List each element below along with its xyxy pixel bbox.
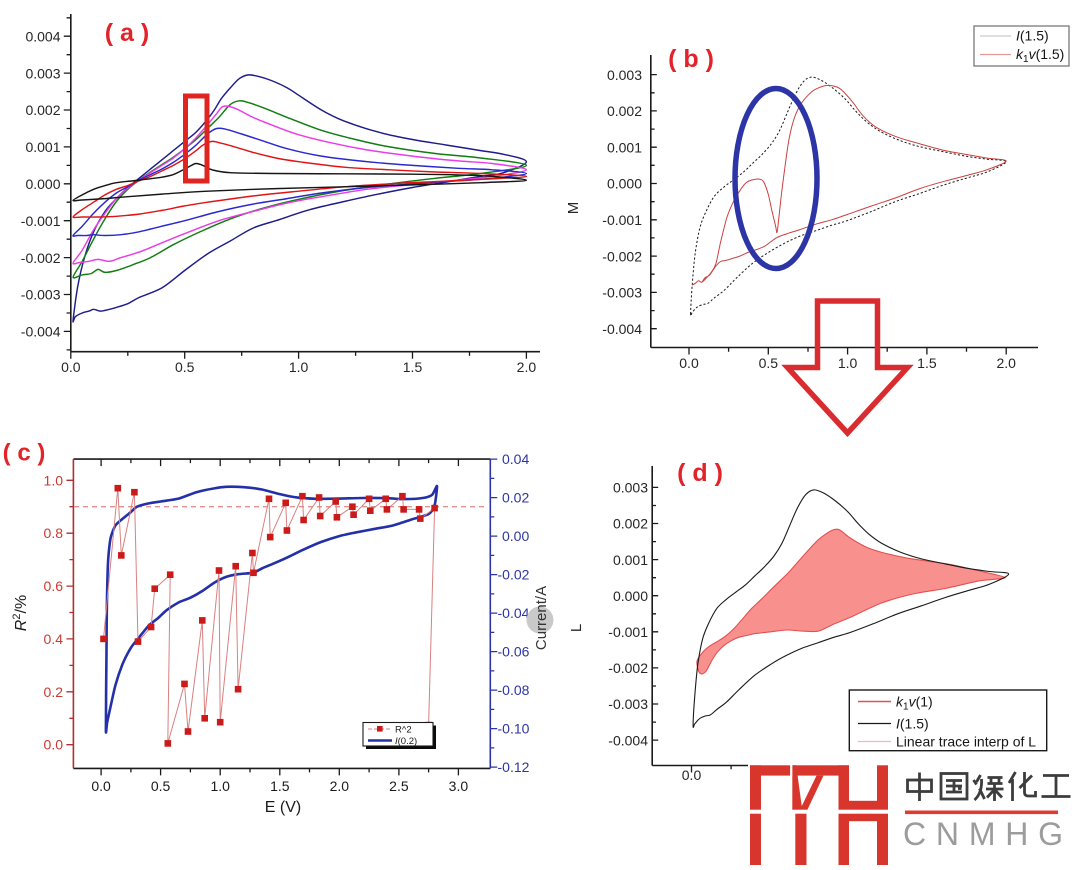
- svg-text:0.003: 0.003: [613, 480, 648, 496]
- svg-text:0.002: 0.002: [613, 516, 648, 532]
- svg-text:-0.003: -0.003: [21, 287, 61, 303]
- svg-text:0.00: 0.00: [502, 528, 529, 544]
- svg-text:( d ): ( d ): [677, 459, 723, 487]
- svg-text:0.001: 0.001: [607, 139, 642, 155]
- svg-text:I(1.5): I(1.5): [1016, 28, 1049, 44]
- svg-text:-0.001: -0.001: [602, 212, 642, 228]
- svg-text:0.5: 0.5: [151, 778, 171, 794]
- svg-text:2.0: 2.0: [996, 355, 1016, 371]
- svg-text:-0.004: -0.004: [602, 321, 642, 337]
- svg-text:2.0: 2.0: [330, 778, 350, 794]
- svg-text:-0.10: -0.10: [498, 721, 530, 737]
- svg-text:0.6: 0.6: [44, 578, 64, 594]
- svg-text:0.0: 0.0: [61, 359, 81, 375]
- svg-text:R2/%: R2/%: [11, 595, 30, 631]
- svg-text:CNMHG: CNMHG: [903, 816, 1073, 852]
- svg-text:-0.06: -0.06: [498, 644, 530, 660]
- svg-text:0.02: 0.02: [502, 490, 529, 506]
- svg-text:-0.003: -0.003: [608, 696, 648, 712]
- svg-text:-0.04: -0.04: [498, 605, 530, 621]
- svg-text:-0.001: -0.001: [21, 213, 61, 229]
- svg-text:1.5: 1.5: [917, 355, 937, 371]
- svg-text:-0.12: -0.12: [498, 759, 530, 775]
- svg-text:0.2: 0.2: [44, 684, 64, 700]
- svg-text:-0.002: -0.002: [608, 660, 648, 676]
- svg-text:1.5: 1.5: [403, 359, 423, 375]
- svg-text:k1v(1.5): k1v(1.5): [1016, 46, 1064, 65]
- svg-text:0.4: 0.4: [44, 631, 64, 647]
- svg-text:0.0: 0.0: [91, 778, 111, 794]
- svg-text:0.0: 0.0: [682, 767, 702, 783]
- svg-text:-0.004: -0.004: [21, 324, 61, 340]
- svg-text:-0.02: -0.02: [498, 567, 530, 583]
- svg-text:I(1.5): I(1.5): [896, 716, 929, 732]
- svg-text:0.04: 0.04: [502, 451, 529, 467]
- svg-text:-0.001: -0.001: [608, 624, 648, 640]
- svg-text:Linear trace interp of L: Linear trace interp of L: [896, 734, 1036, 750]
- svg-text:0.8: 0.8: [44, 525, 64, 541]
- svg-text:L: L: [568, 624, 585, 632]
- svg-text:2.5: 2.5: [389, 778, 409, 794]
- svg-text:0.000: 0.000: [607, 176, 642, 192]
- svg-text:0.5: 0.5: [175, 359, 195, 375]
- svg-text:0.001: 0.001: [613, 552, 648, 568]
- svg-text:M: M: [565, 202, 582, 215]
- svg-text:-0.002: -0.002: [21, 250, 61, 266]
- svg-text:0.004: 0.004: [25, 28, 60, 44]
- svg-text:1.5: 1.5: [270, 778, 290, 794]
- svg-text:-0.003: -0.003: [602, 285, 642, 301]
- svg-text:3.0: 3.0: [449, 778, 469, 794]
- svg-text:I(0.2): I(0.2): [395, 736, 417, 747]
- svg-text:E (V): E (V): [265, 799, 301, 816]
- svg-text:0.003: 0.003: [607, 67, 642, 83]
- svg-text:1.0: 1.0: [210, 778, 230, 794]
- svg-text:0.002: 0.002: [25, 102, 60, 118]
- svg-text:2.0: 2.0: [517, 359, 537, 375]
- svg-text:0.5: 0.5: [759, 355, 779, 371]
- svg-text:0.001: 0.001: [25, 139, 60, 155]
- svg-text:0.0: 0.0: [44, 737, 64, 753]
- svg-text:0.000: 0.000: [613, 588, 648, 604]
- svg-text:-0.002: -0.002: [602, 248, 642, 264]
- svg-text:Current/A: Current/A: [533, 586, 550, 650]
- svg-text:0.000: 0.000: [25, 176, 60, 192]
- svg-text:( a ): ( a ): [105, 19, 149, 47]
- svg-text:1.0: 1.0: [289, 359, 309, 375]
- svg-text:R^2: R^2: [395, 725, 412, 736]
- svg-text:1.0: 1.0: [838, 355, 858, 371]
- svg-text:( c ): ( c ): [3, 440, 46, 467]
- svg-text:0.003: 0.003: [25, 65, 60, 81]
- svg-text:0.0: 0.0: [679, 355, 699, 371]
- svg-text:1.0: 1.0: [44, 472, 64, 488]
- svg-text:-0.08: -0.08: [498, 682, 530, 698]
- svg-text:-0.004: -0.004: [608, 732, 648, 748]
- svg-text:( b ): ( b ): [668, 45, 714, 73]
- svg-text:0.002: 0.002: [607, 103, 642, 119]
